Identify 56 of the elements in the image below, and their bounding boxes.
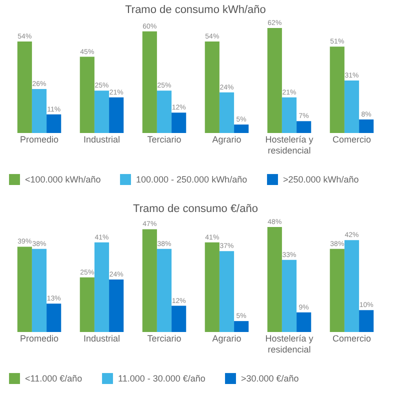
bar bbox=[330, 248, 344, 332]
bar bbox=[46, 304, 62, 332]
bar bbox=[344, 240, 360, 332]
bar bbox=[219, 92, 234, 133]
legend-label: >250.000 kWh/año bbox=[283, 174, 359, 185]
bar bbox=[359, 310, 374, 332]
legend-label: 11.000 - 30.000 €/año bbox=[118, 374, 206, 384]
bar bbox=[46, 114, 62, 133]
x-tick-label: Terciario bbox=[147, 134, 182, 144]
bar bbox=[156, 90, 172, 133]
bar bbox=[172, 306, 186, 332]
x-tick-label: Terciario bbox=[147, 334, 182, 344]
legend-label: <11.000 €/año bbox=[25, 374, 82, 384]
x-tick-label: Hostelería y residencial bbox=[265, 134, 314, 156]
bar bbox=[32, 88, 47, 133]
legend-label: <100.000 kWh/año bbox=[25, 174, 101, 185]
bar bbox=[296, 312, 312, 332]
bar bbox=[17, 246, 32, 332]
x-tick-label: Agrario bbox=[212, 134, 242, 144]
bar bbox=[296, 121, 312, 133]
x-tick-label: Agrario bbox=[212, 334, 242, 344]
bar bbox=[267, 227, 282, 332]
chart-title: Tramo de consumo €/año bbox=[133, 203, 258, 215]
bar bbox=[109, 280, 124, 332]
bar bbox=[109, 97, 124, 133]
bar bbox=[142, 31, 157, 133]
bar bbox=[204, 42, 220, 133]
x-tick-label: Promedio bbox=[20, 134, 59, 144]
x-tick-label: Industrial bbox=[83, 134, 120, 144]
bar bbox=[80, 277, 94, 332]
bar bbox=[156, 248, 172, 332]
bar bbox=[80, 56, 94, 133]
bar bbox=[282, 97, 297, 133]
bar bbox=[282, 260, 297, 332]
bar bbox=[219, 251, 234, 332]
bar bbox=[344, 80, 360, 133]
x-tick-label: Promedio bbox=[20, 334, 59, 344]
bar bbox=[204, 242, 220, 332]
x-tick-label: Comercio bbox=[332, 334, 372, 344]
bar bbox=[359, 119, 374, 133]
legend-label: 100.000 - 250.000 kWh/año bbox=[136, 174, 248, 185]
bar bbox=[142, 229, 157, 332]
bar bbox=[172, 112, 186, 133]
bar bbox=[330, 46, 344, 133]
x-tick-label: Industrial bbox=[83, 334, 120, 344]
bar bbox=[234, 321, 249, 332]
x-tick-label: Comercio bbox=[332, 134, 372, 144]
bar bbox=[94, 90, 110, 133]
bar bbox=[267, 28, 282, 133]
chart-title: Tramo de consumo kWh/año bbox=[125, 4, 266, 16]
legend-label: >30.000 €/año bbox=[241, 374, 299, 384]
bar bbox=[32, 248, 47, 332]
bar bbox=[17, 42, 32, 133]
bar bbox=[234, 124, 249, 133]
bar bbox=[94, 242, 110, 332]
x-tick-label: Hostelería y residencial bbox=[265, 334, 314, 354]
